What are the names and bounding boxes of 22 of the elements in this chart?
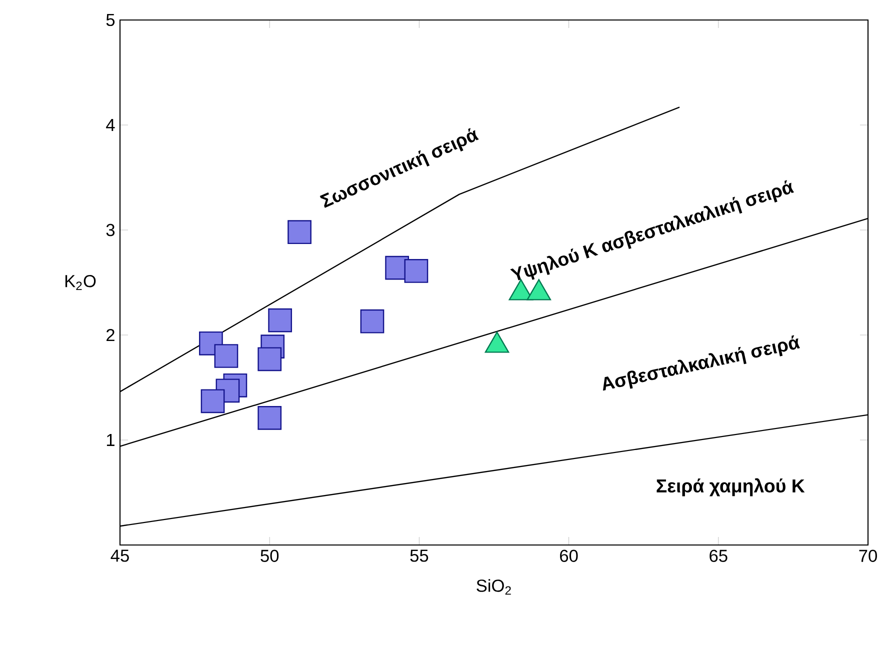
y-tick-label: 4 bbox=[106, 119, 115, 131]
point bbox=[214, 344, 238, 368]
x-tick-label: 60 bbox=[560, 550, 578, 562]
point bbox=[258, 347, 282, 372]
x-tick-label: 45 bbox=[110, 550, 129, 562]
point bbox=[268, 308, 292, 332]
x-axis-title: SiO$_{2}$ bbox=[476, 579, 511, 595]
point bbox=[360, 309, 384, 334]
y-tick-label: 1 bbox=[106, 434, 114, 446]
y-tick-label: 3 bbox=[106, 224, 115, 236]
point bbox=[258, 406, 282, 430]
x-tick-label: 65 bbox=[710, 550, 728, 562]
point bbox=[200, 389, 225, 414]
y-tick-label: 2 bbox=[106, 328, 114, 342]
x-tick-label: 50 bbox=[260, 550, 279, 562]
y-tick-label: 5 bbox=[106, 14, 115, 26]
y-axis-title: K$_{2}$O bbox=[65, 274, 96, 290]
point bbox=[404, 259, 428, 283]
annotation: Σειρά χαμηλού Κ bbox=[656, 478, 805, 496]
x-tick-label: 55 bbox=[410, 550, 428, 562]
x-tick-label: 70 bbox=[859, 550, 877, 562]
point bbox=[288, 220, 312, 244]
